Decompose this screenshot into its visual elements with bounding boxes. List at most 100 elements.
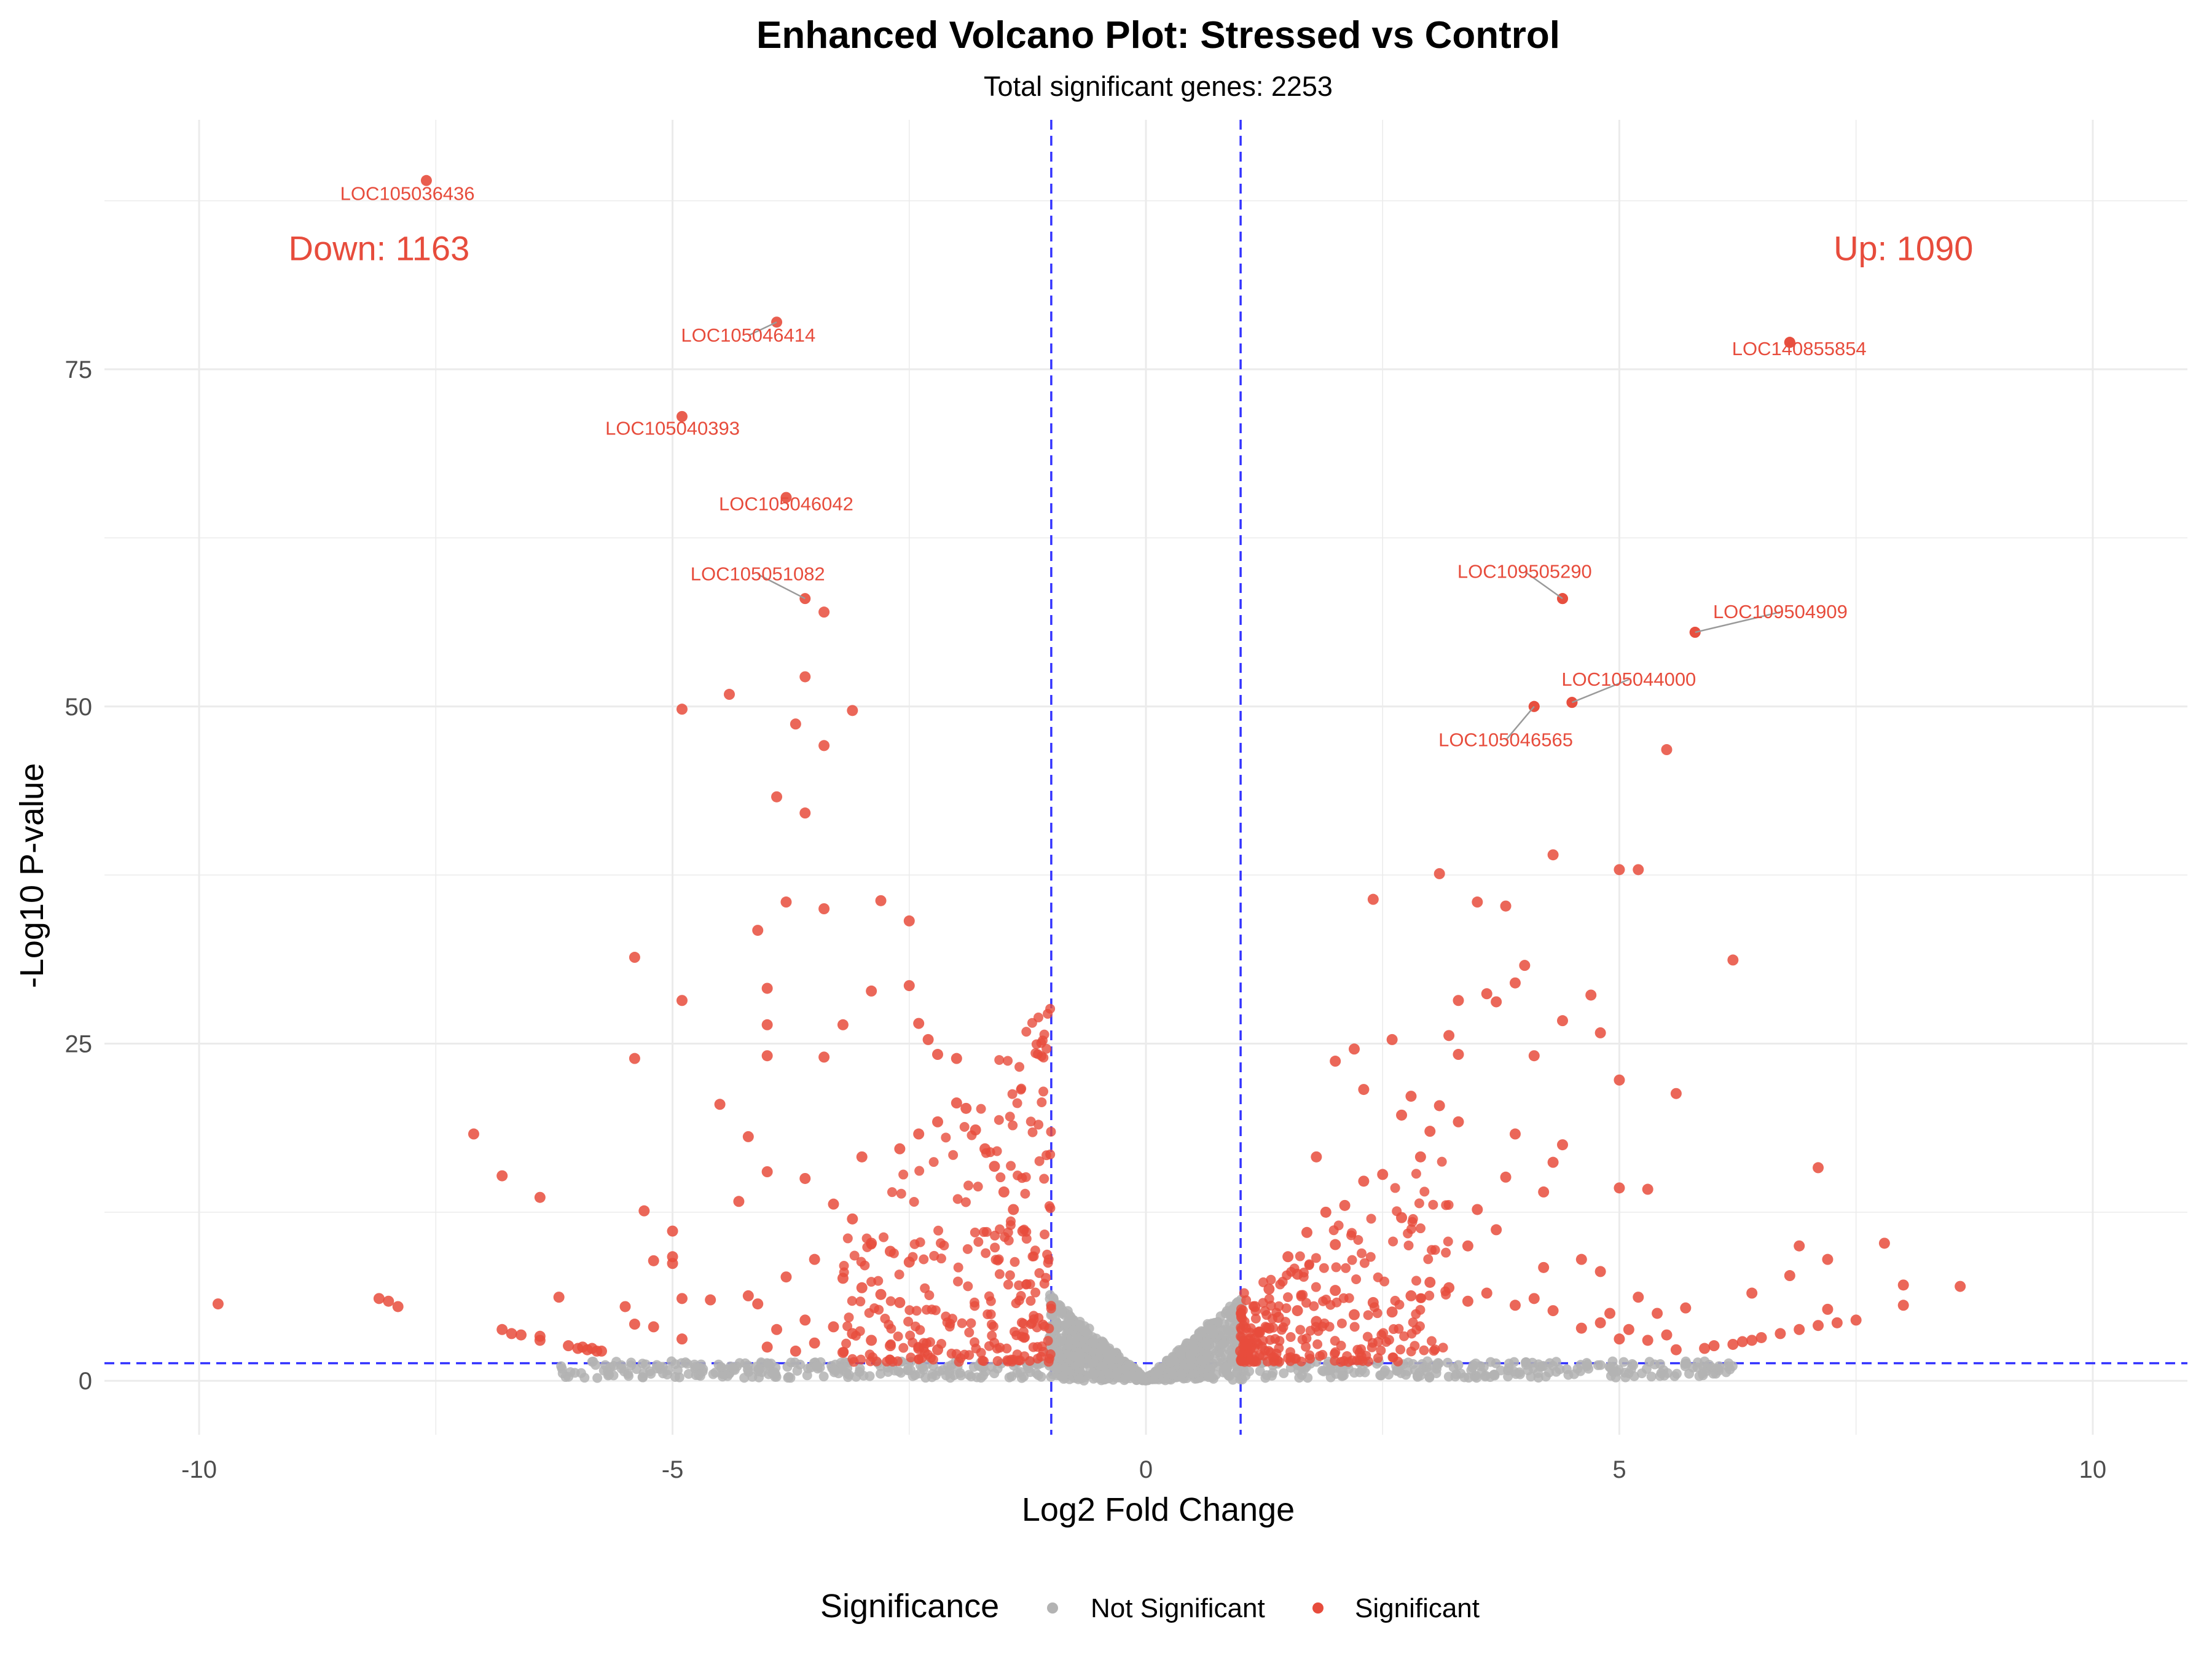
point-significant: [1301, 1341, 1311, 1352]
point-significant: [818, 1051, 830, 1063]
point-significant: [1034, 1156, 1045, 1166]
y-tick-label: 50: [65, 694, 93, 721]
point-significant: [799, 807, 811, 819]
point-significant: [790, 1345, 801, 1357]
point-not-significant: [1244, 1366, 1255, 1376]
point-significant: [1037, 1097, 1047, 1107]
point-significant: [818, 740, 830, 751]
point-significant: [1509, 977, 1521, 989]
point-not-significant: [1185, 1351, 1196, 1362]
x-tick-label: -5: [662, 1456, 684, 1483]
point-significant: [496, 1170, 508, 1182]
point-significant: [905, 1330, 916, 1341]
point-significant: [506, 1328, 517, 1339]
point-significant: [903, 915, 915, 927]
point-significant: [1528, 1050, 1540, 1062]
point-not-significant: [769, 1367, 780, 1378]
point-significant: [987, 1330, 997, 1341]
point-significant: [1528, 1293, 1540, 1304]
point-significant: [1275, 1279, 1285, 1290]
point-significant: [887, 1187, 897, 1198]
point-not-significant: [955, 1368, 965, 1378]
x-tick-label: -10: [181, 1456, 217, 1483]
point-significant: [1633, 864, 1644, 876]
point-significant: [847, 705, 858, 716]
point-significant: [780, 896, 792, 908]
point-not-significant: [875, 1368, 885, 1379]
point-significant: [1241, 1295, 1252, 1306]
point-significant: [1491, 996, 1502, 1008]
point-significant: [638, 1205, 650, 1217]
point-significant: [1411, 1169, 1421, 1179]
point-not-significant: [1325, 1372, 1336, 1382]
point-significant: [1021, 1279, 1032, 1290]
point-significant: [1012, 1098, 1022, 1108]
point-significant: [1274, 1336, 1285, 1346]
point-significant: [1500, 900, 1512, 912]
point-significant: [1005, 1220, 1016, 1230]
point-significant: [1775, 1328, 1786, 1339]
point-significant: [856, 1257, 866, 1267]
point-significant: [841, 1338, 852, 1349]
point-not-significant: [1489, 1370, 1499, 1380]
point-significant: [844, 1312, 854, 1323]
point-significant: [1376, 1345, 1386, 1355]
point-significant: [1557, 1015, 1568, 1027]
y-axis-title: -Log10 P-value: [14, 763, 50, 988]
point-not-significant: [1189, 1343, 1199, 1354]
point-significant: [1296, 1290, 1306, 1300]
point-significant: [849, 1250, 860, 1261]
point-significant: [648, 1321, 659, 1333]
point-significant: [1315, 1351, 1325, 1361]
axis-ticks: -10 -5 0 5 10 0 25 50 75: [65, 356, 2107, 1483]
point-not-significant: [812, 1361, 822, 1371]
point-significant: [761, 1166, 773, 1177]
point-significant: [1538, 1261, 1550, 1273]
point-significant: [516, 1329, 527, 1341]
legend-label-not-significant: Not Significant: [1091, 1593, 1265, 1623]
point-not-significant: [592, 1373, 603, 1383]
point-significant: [1430, 1245, 1440, 1255]
point-significant: [1357, 1248, 1367, 1258]
point-significant: [771, 791, 783, 802]
point-not-significant: [1175, 1349, 1186, 1359]
chart-subtitle: Total significant genes: 2253: [984, 71, 1333, 102]
point-significant: [1264, 1293, 1274, 1304]
point-significant: [1878, 1237, 1890, 1249]
point-not-significant: [1165, 1357, 1175, 1368]
point-significant: [898, 1343, 909, 1353]
x-tick-label: 10: [2079, 1456, 2107, 1483]
point-significant: [1026, 1116, 1036, 1127]
point-significant: [1005, 1112, 1015, 1122]
point-significant: [1386, 1306, 1398, 1318]
point-significant: [1017, 1173, 1027, 1183]
point-significant: [977, 1355, 987, 1366]
point-significant: [1005, 1270, 1015, 1281]
point-significant: [970, 1227, 980, 1237]
point-significant: [948, 1150, 959, 1160]
point-significant: [1411, 1325, 1422, 1335]
point-significant: [842, 1233, 853, 1244]
point-significant: [799, 671, 811, 683]
point-not-significant: [1186, 1368, 1196, 1379]
point-significant: [1330, 1347, 1341, 1357]
point-significant: [534, 1191, 546, 1203]
point-significant: [1395, 1344, 1406, 1355]
point-not-significant: [763, 1359, 774, 1369]
point-significant: [1038, 1053, 1049, 1063]
point-significant: [1472, 1204, 1483, 1215]
gene-label: LOC105046414: [681, 324, 815, 346]
gene-labels: LOC105036436 LOC105046414 LOC105040393 LOC1…: [340, 183, 1867, 751]
point-significant: [1670, 1344, 1682, 1355]
point-not-significant: [563, 1371, 574, 1382]
point-not-significant: [1218, 1339, 1228, 1349]
point-significant: [676, 1333, 688, 1345]
point-not-significant: [944, 1365, 955, 1375]
point-significant: [954, 1357, 964, 1367]
point-significant: [932, 1344, 943, 1355]
point-significant: [1438, 1343, 1448, 1353]
point-significant: [1377, 1169, 1389, 1180]
point-significant: [1453, 995, 1464, 1006]
point-significant: [1373, 1353, 1383, 1363]
threshold-lines: [104, 120, 2187, 1435]
